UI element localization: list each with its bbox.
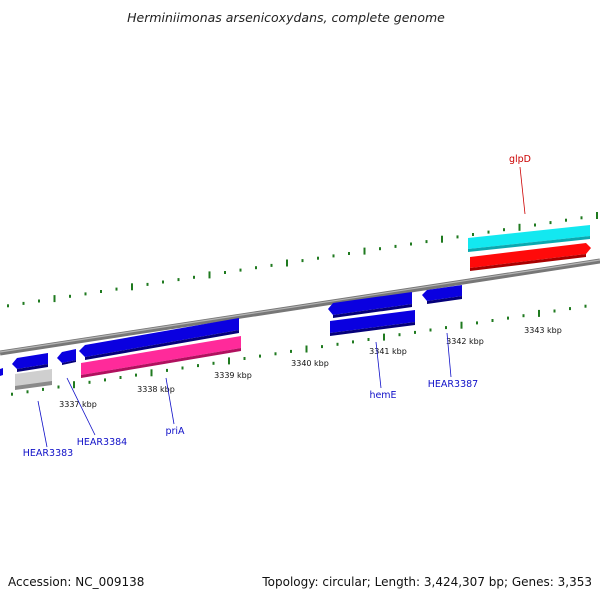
feature-hemE-lower[interactable]: [330, 310, 415, 336]
feature-HEAR3383-gray[interactable]: [15, 369, 52, 390]
gene-label-glpD[interactable]: glpD: [509, 154, 531, 165]
gene-label-priA[interactable]: priA: [165, 426, 185, 437]
tick-row-upper: [7, 212, 598, 308]
feature-HEAR3384[interactable]: [57, 349, 76, 365]
feature-HEAR3387[interactable]: [422, 285, 462, 304]
feature-glpD-cyan[interactable]: [468, 225, 590, 252]
tick-label-3341: 3341 kbp: [369, 347, 407, 356]
gene-label-leaders: [37, 166, 526, 448]
tick-label-3343: 3343 kbp: [524, 326, 562, 335]
footer-summary: Topology: circular; Length: 3,424,307 bp…: [261, 575, 592, 589]
map-title: Herminiimonas arsenicoxydans, complete g…: [127, 10, 445, 25]
feature-glpD-red[interactable]: [470, 243, 591, 271]
gene-label-HEAR3387[interactable]: HEAR3387: [428, 379, 478, 390]
tick-label-3342: 3342 kbp: [446, 337, 484, 346]
feature-priA-blue[interactable]: [79, 318, 239, 360]
tick-labels: 3337 kbp 3338 kbp 3339 kbp 3340 kbp 3341…: [59, 326, 562, 409]
tick-label-3337: 3337 kbp: [59, 400, 97, 409]
leader-HEAR3384: [66, 377, 96, 436]
genome-backbone: [0, 258, 600, 356]
gene-labels: glpD HEAR3383 HEAR3384 priA hemE HEAR338…: [23, 154, 531, 459]
feature-edge-fragment[interactable]: [0, 368, 3, 376]
leader-HEAR3387: [446, 332, 452, 378]
footer-accession: Accession: NC_009138: [8, 575, 144, 589]
leader-HEAR3383: [37, 400, 48, 448]
feature-HEAR3383-blue[interactable]: [12, 353, 48, 372]
feature-hemE-upper[interactable]: [328, 292, 412, 318]
leader-priA: [165, 377, 175, 425]
gene-label-hemE[interactable]: hemE: [369, 390, 396, 401]
leader-glpD: [519, 166, 526, 215]
gene-label-HEAR3384[interactable]: HEAR3384: [77, 437, 127, 448]
leader-hemE: [375, 341, 382, 389]
tick-label-3339: 3339 kbp: [214, 371, 252, 380]
feature-priA-pink[interactable]: [81, 336, 241, 378]
gene-label-HEAR3383[interactable]: HEAR3383: [23, 448, 73, 459]
tick-label-3338: 3338 kbp: [137, 385, 175, 394]
tick-label-3340: 3340 kbp: [291, 359, 329, 368]
tick-row-lower: [11, 304, 587, 396]
